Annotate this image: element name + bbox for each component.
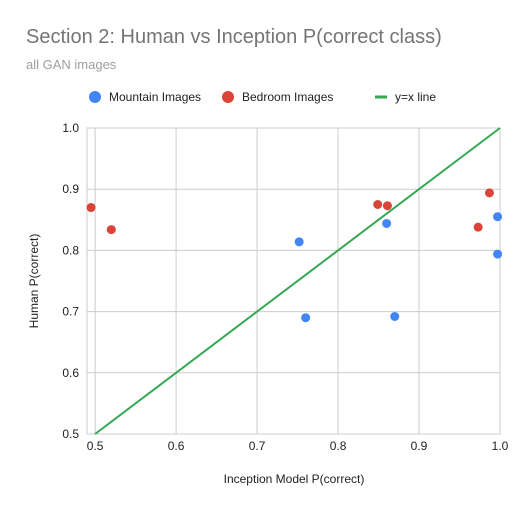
data-point — [493, 212, 503, 222]
legend: Mountain Images Bedroom Images y=x line — [89, 90, 436, 104]
y-tick-label: 0.7 — [62, 305, 79, 319]
chart-title: Section 2: Human vs Inception P(correct … — [26, 26, 442, 48]
data-point — [294, 237, 304, 247]
x-tick-label: 0.8 — [330, 439, 347, 453]
data-points — [86, 188, 503, 323]
x-axis-title: Inception Model P(correct) — [224, 472, 365, 486]
tick-labels: 0.5 0.6 0.7 0.8 0.9 1.0 0.5 0.6 0.7 0.8 0.9 1.0 — [62, 121, 508, 453]
data-point — [484, 188, 494, 198]
data-point — [382, 201, 392, 211]
data-point — [493, 249, 503, 259]
legend-swatch — [222, 91, 234, 103]
reference-line-layer — [94, 127, 501, 435]
x-tick-label: 0.6 — [168, 439, 185, 453]
x-tick-label: 1.0 — [492, 439, 509, 453]
legend-label: Mountain Images — [109, 90, 201, 104]
data-point — [106, 225, 116, 235]
reference-line — [94, 127, 501, 435]
chart-subtitle: all GAN images — [26, 57, 117, 72]
y-tick-label: 1.0 — [62, 121, 79, 135]
y-tick-label: 0.8 — [62, 243, 79, 257]
legend-label: y=x line — [395, 90, 436, 104]
data-point — [382, 218, 392, 228]
y-tick-label: 0.9 — [62, 182, 79, 196]
x-tick-label: 0.7 — [249, 439, 266, 453]
legend-label: Bedroom Images — [242, 90, 333, 104]
y-tick-label: 0.6 — [62, 366, 79, 380]
data-point — [473, 222, 483, 232]
x-tick-label: 0.5 — [87, 439, 104, 453]
data-point — [301, 313, 311, 323]
data-point — [373, 200, 383, 209]
gridlines — [86, 127, 501, 435]
data-point — [390, 311, 400, 321]
data-point — [86, 203, 96, 213]
y-tick-label: 0.5 — [62, 427, 79, 441]
y-axis-title: Human P(correct) — [27, 234, 41, 329]
legend-swatch — [89, 91, 101, 103]
x-tick-label: 0.9 — [411, 439, 428, 453]
